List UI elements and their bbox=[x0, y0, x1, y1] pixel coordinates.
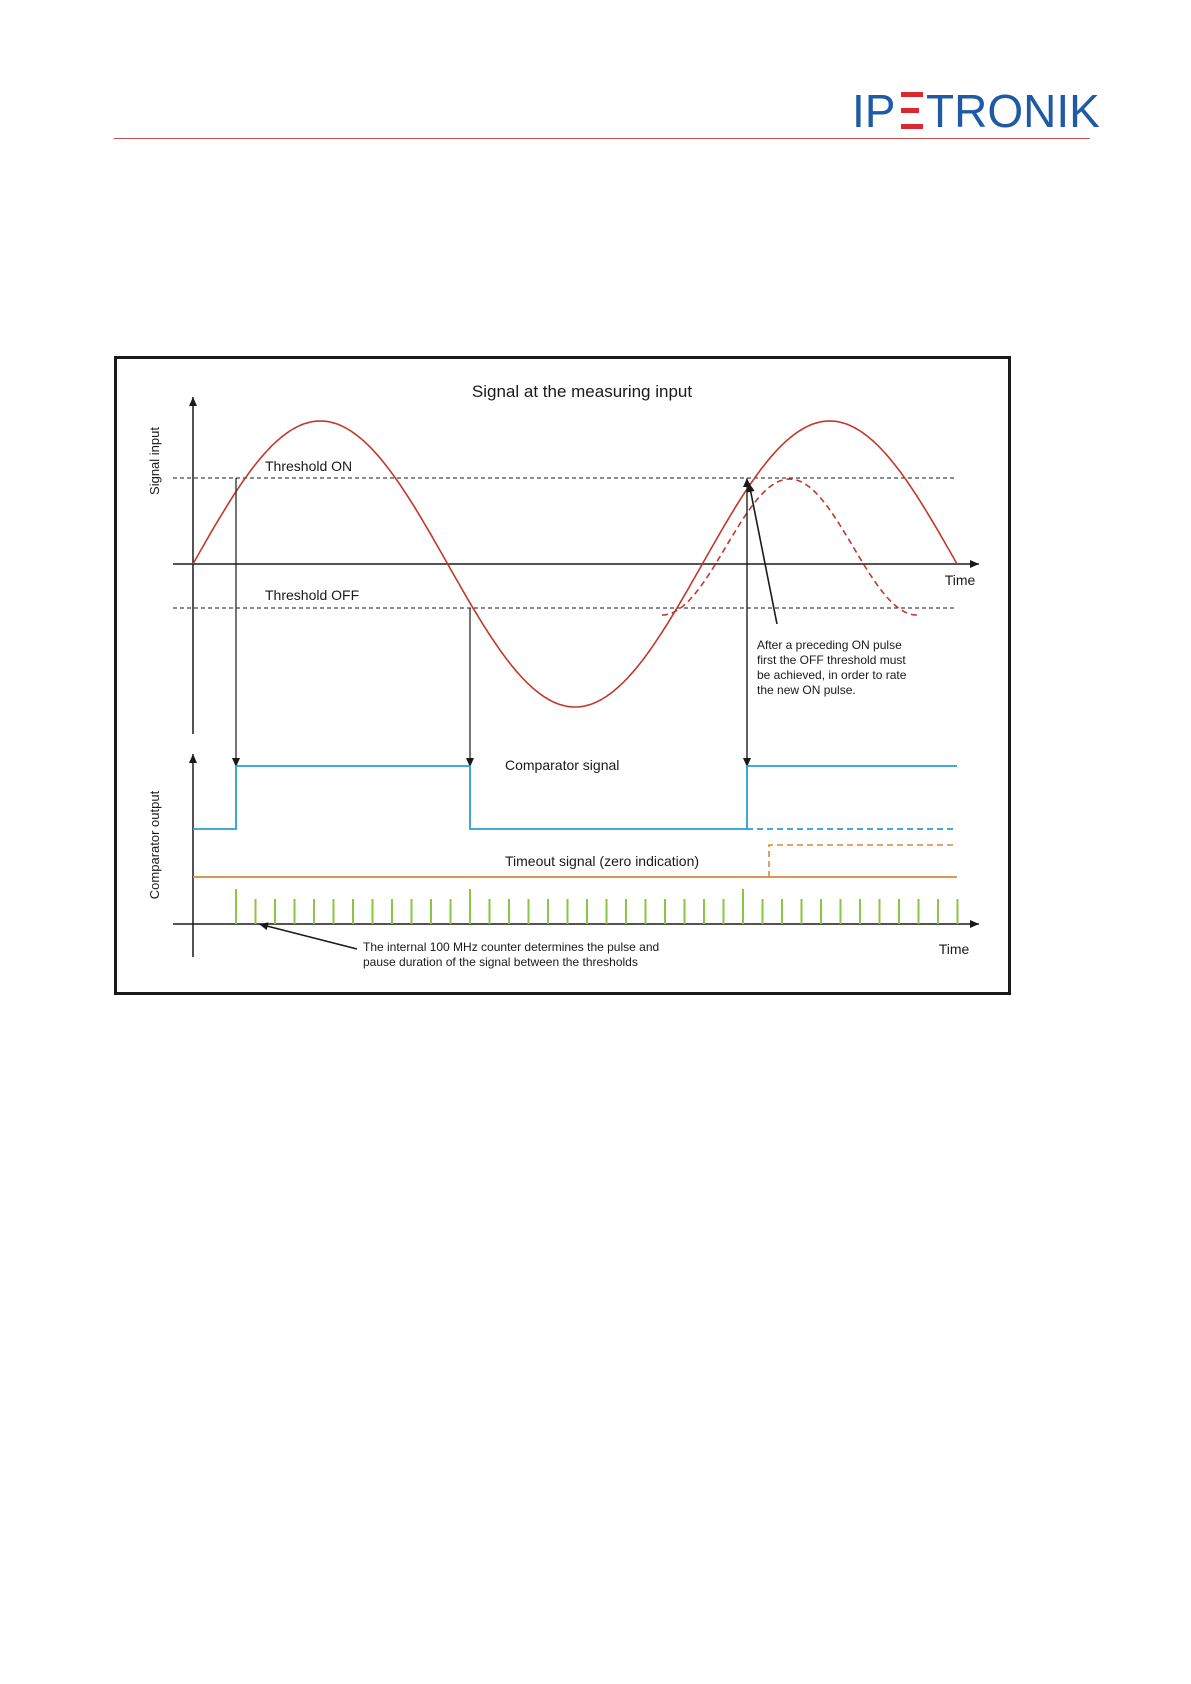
signal-alternate-dashed bbox=[661, 478, 918, 616]
logo-ip: IP bbox=[852, 85, 895, 137]
counter-note-line-1: The internal 100 MHz counter determines … bbox=[363, 940, 659, 954]
counter-note-pointer bbox=[258, 922, 358, 950]
timeout-label: Timeout signal (zero indication) bbox=[505, 853, 699, 869]
reset-note: After a preceding ON pulse first the OFF… bbox=[757, 638, 907, 697]
threshold-off-label: Threshold OFF bbox=[265, 587, 359, 603]
comparator-label: Comparator signal bbox=[505, 757, 619, 773]
bottom-x-label: Time bbox=[939, 941, 970, 957]
counter-note-line-2: pause duration of the signal between the… bbox=[363, 955, 638, 969]
logo-e-bars bbox=[901, 92, 923, 129]
signal-diagram: Signal at the measuring input Signal inp… bbox=[114, 356, 1011, 995]
reset-note-pointer bbox=[746, 482, 778, 625]
reset-note-line-2: first the OFF threshold must bbox=[757, 653, 906, 667]
header-rule bbox=[114, 138, 1090, 139]
ipetronik-logo: IP TRONIK bbox=[852, 85, 1100, 137]
threshold-on-label: Threshold ON bbox=[265, 458, 352, 474]
reset-note-line-3: be achieved, in order to rate bbox=[757, 668, 907, 682]
signal-sine-wave bbox=[192, 420, 958, 708]
diagram-title: Signal at the measuring input bbox=[472, 382, 692, 401]
bottom-y-label: Comparator output bbox=[147, 790, 162, 899]
timeout-dashed-alternate bbox=[768, 844, 957, 877]
reset-note-line-1: After a preceding ON pulse bbox=[757, 638, 902, 652]
comparator-signal bbox=[193, 765, 957, 830]
counter-ticks bbox=[235, 889, 959, 924]
top-y-label: Signal input bbox=[147, 427, 162, 495]
reset-note-line-4: the new ON pulse. bbox=[757, 683, 856, 697]
logo-tronik: TRONIK bbox=[926, 85, 1100, 137]
top-x-label: Time bbox=[945, 572, 976, 588]
